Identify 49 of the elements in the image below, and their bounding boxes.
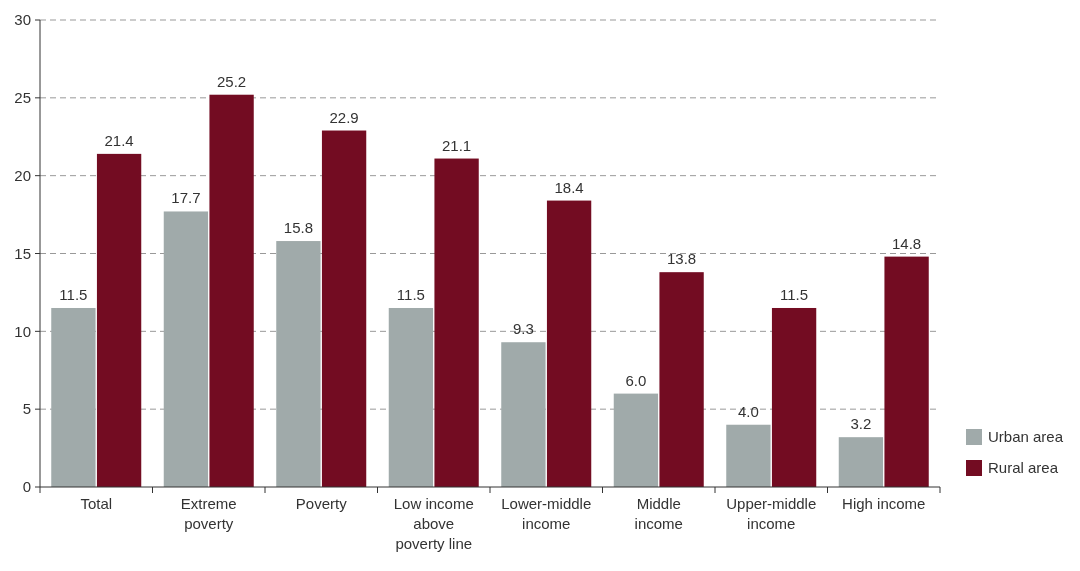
data-label: 22.9 — [329, 108, 359, 126]
bar — [51, 307, 96, 487]
y-tick-label: 0 — [22, 478, 31, 496]
bar — [163, 211, 209, 487]
legend-label: Rural area — [988, 459, 1059, 477]
data-label: 25.2 — [216, 72, 247, 90]
data-label: 4.0 — [737, 402, 759, 420]
data-label: 3.2 — [850, 415, 872, 433]
data-label: 15.8 — [283, 219, 314, 237]
y-tick-label: 5 — [22, 400, 31, 418]
data-label: 9.3 — [512, 320, 534, 338]
x-tick-label: Middle income — [634, 495, 683, 532]
data-label: 11.5 — [396, 285, 425, 303]
x-tick-label: Total — [80, 495, 113, 512]
data-label: 13.8 — [666, 250, 697, 268]
data-label: 11.5 — [780, 285, 809, 303]
bar — [209, 94, 254, 487]
bar — [321, 130, 367, 487]
x-tick-label: Upper-middle income — [726, 495, 817, 532]
data-label: 18.4 — [554, 178, 584, 196]
data-label: 17.7 — [171, 189, 201, 207]
data-label: 14.8 — [891, 234, 922, 252]
bar — [613, 393, 659, 487]
bar — [884, 256, 929, 487]
bar — [276, 241, 321, 487]
bar — [771, 307, 817, 487]
bar — [659, 272, 704, 487]
y-tick-label: 30 — [14, 11, 31, 29]
bar — [388, 307, 434, 487]
bar — [838, 437, 884, 487]
x-tick-label: High income — [842, 495, 926, 512]
x-tick-label: Poverty — [295, 495, 348, 512]
y-tick-label: 15 — [14, 244, 31, 262]
y-tick-label: 25 — [14, 89, 31, 107]
bar — [501, 342, 546, 487]
bar — [434, 158, 479, 487]
y-tick-label: 10 — [14, 322, 31, 340]
x-tick-label: Extreme poverty — [180, 495, 237, 532]
y-tick-label: 20 — [14, 166, 31, 184]
x-tick-label: Lower-middle income — [501, 495, 592, 532]
data-label: 21.1 — [441, 136, 472, 154]
legend-label: Urban area — [988, 428, 1064, 446]
bar — [96, 153, 142, 487]
data-label: 21.4 — [104, 131, 134, 149]
data-label: 6.0 — [625, 371, 647, 389]
x-tick-label: Low income above poverty line — [393, 495, 474, 552]
bar — [546, 200, 592, 487]
data-label: 11.5 — [59, 285, 88, 303]
bar — [726, 424, 771, 487]
